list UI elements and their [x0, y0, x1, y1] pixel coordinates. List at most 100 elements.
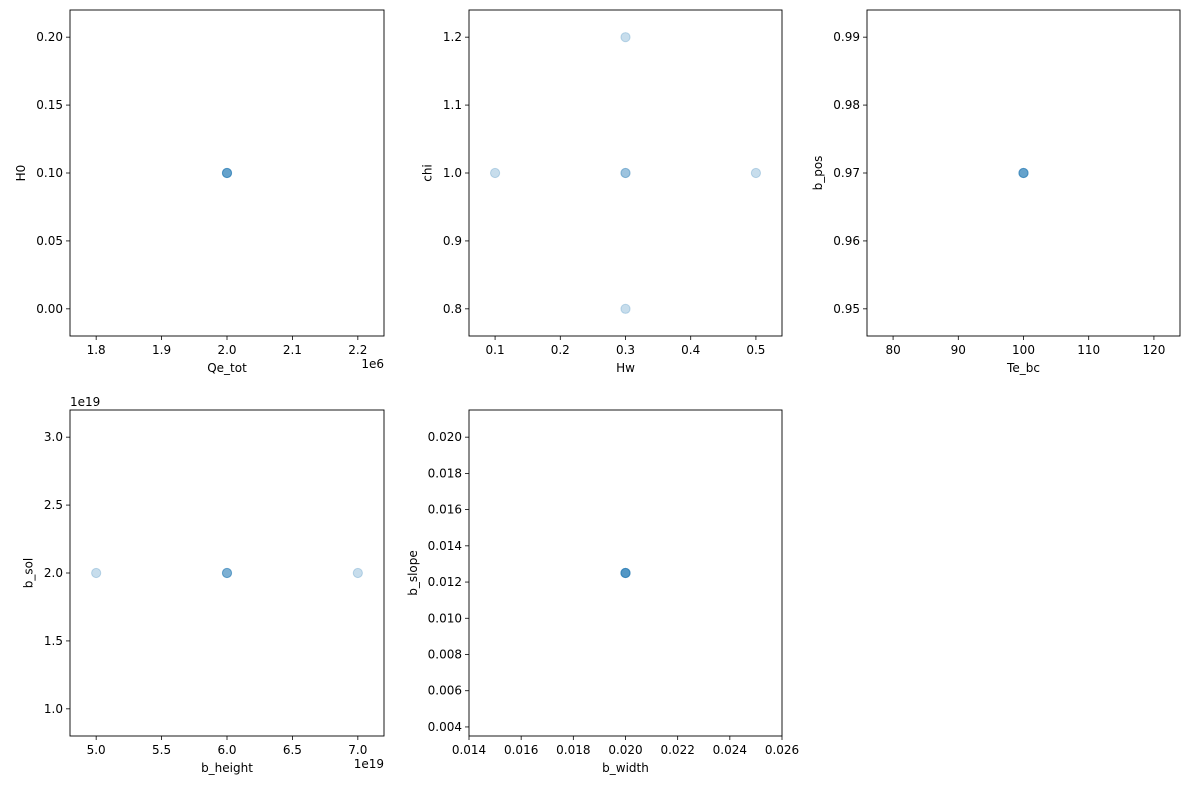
x-tick-label: 90	[951, 343, 966, 357]
data-point	[620, 167, 631, 179]
data-point	[221, 167, 233, 179]
data-point	[352, 567, 363, 579]
subplot-1: 1.8 1.9 2.0 2.1 2.2 0.00 0.05 0.10 0.15 0.20 Qe_to…	[14, 9, 385, 375]
x-tick-label: 110	[1077, 343, 1100, 357]
y-tick-label: 1.5	[44, 634, 63, 648]
x-axis-label: b_width	[602, 761, 649, 775]
data-point	[1018, 167, 1029, 179]
y-tick-label: 0.95	[833, 302, 860, 316]
data-point	[620, 32, 631, 43]
x-tick-label: 0.024	[713, 743, 747, 757]
x-tick-label: 5.5	[152, 743, 171, 757]
x-tick-label: 2.1	[283, 343, 302, 357]
y-tick-label: 0.00	[36, 302, 63, 316]
y-tick-label: 0.008	[428, 648, 462, 662]
x-tick-label: 0.014	[452, 743, 486, 757]
x-tick-label: 0.018	[556, 743, 590, 757]
x-axis-label: Te_bc	[1006, 361, 1040, 375]
y-tick-label: 0.8	[443, 302, 462, 316]
data-point	[221, 567, 233, 579]
data-point	[1018, 167, 1029, 179]
x-tick-label: 2.2	[348, 343, 367, 357]
y-tick-label: 1.0	[443, 166, 462, 180]
data-point	[221, 167, 233, 179]
x-offset-text: 1e6	[361, 357, 384, 371]
x-tick-label: 0.026	[765, 743, 799, 757]
data-point	[620, 567, 631, 579]
y-tick-label: 2.0	[44, 566, 63, 580]
y-axis-label: b_sol	[21, 558, 35, 589]
y-tick-label: 1.0	[44, 702, 63, 716]
x-axis-label: Qe_tot	[207, 361, 247, 375]
y-tick-label: 3.0	[44, 430, 63, 444]
y-tick-label: 0.20	[36, 30, 63, 44]
x-tick-label: 0.020	[608, 743, 642, 757]
y-axis-label: H0	[14, 165, 28, 182]
x-tick-label: 0.3	[616, 343, 635, 357]
x-tick-label: 0.1	[486, 343, 505, 357]
y-tick-label: 0.010	[428, 611, 462, 625]
y-axis-label: b_pos	[811, 156, 825, 191]
y-tick-label: 0.9	[443, 234, 462, 248]
y-tick-label: 0.020	[428, 430, 462, 444]
y-tick-label: 2.5	[44, 498, 63, 512]
data-point	[221, 567, 233, 579]
data-point	[750, 167, 762, 179]
y-tick-label: 0.018	[428, 466, 462, 480]
x-tick-label: 80	[885, 343, 900, 357]
x-tick-label: 120	[1142, 343, 1165, 357]
y-tick-label: 1.1	[443, 98, 462, 112]
y-tick-label: 0.012	[428, 575, 462, 589]
x-tick-label: 7.0	[348, 743, 367, 757]
y-axis-label: b_slope	[406, 550, 420, 596]
x-axis-label: Hw	[616, 361, 635, 375]
data-point	[489, 167, 501, 179]
subplot-4: 5.0 5.5 6.0 6.5 7.0 1.0 1.5 2.0 2.5 3.0 b_height b_…	[21, 395, 385, 775]
x-tick-label: 0.022	[660, 743, 694, 757]
x-axis-label: b_height	[201, 761, 253, 775]
x-tick-label: 2.0	[217, 343, 236, 357]
data-point	[221, 167, 233, 179]
y-tick-label: 0.10	[36, 166, 63, 180]
subplot-3: 80 90 100 110 120 0.95 0.96 0.97 0.98 0.99 Te_bc b_…	[811, 9, 1181, 375]
x-tick-label: 0.4	[681, 343, 700, 357]
x-tick-label: 0.016	[504, 743, 538, 757]
y-tick-label: 0.004	[428, 720, 462, 734]
data-point	[620, 567, 631, 579]
x-tick-label: 100	[1012, 343, 1035, 357]
data-point	[221, 167, 233, 179]
data-point	[221, 567, 233, 579]
data-point	[620, 567, 631, 579]
data-point	[620, 567, 631, 579]
subplot-5: 0.014 0.016 0.018 0.020 0.022 0.024 0.026 0.004…	[406, 409, 799, 775]
x-tick-label: 6.5	[283, 743, 302, 757]
data-point	[91, 567, 102, 579]
data-point	[620, 303, 631, 314]
y-tick-label: 0.006	[428, 684, 462, 698]
y-tick-label: 0.98	[833, 98, 860, 112]
y-tick-label: 0.05	[36, 234, 63, 248]
x-tick-label: 6.0	[217, 743, 236, 757]
data-point	[620, 567, 631, 579]
x-tick-label: 5.0	[87, 743, 106, 757]
y-tick-label: 0.014	[428, 539, 462, 553]
y-tick-label: 0.15	[36, 98, 63, 112]
data-point	[1018, 167, 1029, 179]
x-tick-label: 0.5	[746, 343, 765, 357]
subplot-2: 0.1 0.2 0.3 0.4 0.5 0.8 0.9 1.0 1.1 1.2 Hw chi	[420, 9, 783, 375]
y-tick-label: 0.99	[833, 30, 860, 44]
data-point	[620, 167, 631, 179]
y-tick-label: 0.97	[833, 166, 860, 180]
y-offset-text: 1e19	[70, 395, 100, 409]
y-axis-label: chi	[420, 164, 434, 182]
x-tick-label: 1.9	[152, 343, 171, 357]
data-point	[1018, 167, 1029, 179]
y-tick-label: 1.2	[443, 30, 462, 44]
subplot-grid: 1.8 1.9 2.0 2.1 2.2 0.00 0.05 0.10 0.15 0.20 Qe_to…	[14, 9, 1181, 775]
x-offset-text: 1e19	[354, 757, 384, 771]
x-tick-label: 1.8	[87, 343, 106, 357]
x-tick-label: 0.2	[551, 343, 570, 357]
y-tick-label: 0.016	[428, 503, 462, 517]
